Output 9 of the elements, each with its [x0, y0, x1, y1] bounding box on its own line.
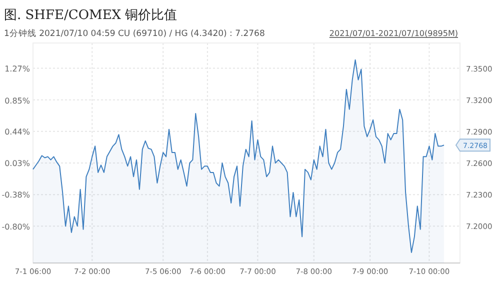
chart-title: 图. SHFE/COMEX 铜价比值: [4, 8, 178, 23]
y2-tick-label: -0.80%: [2, 222, 30, 232]
y2-tick-label: 1.27%: [4, 64, 30, 74]
text: 2021/07/01-2021/07/10(9895M): [329, 29, 458, 38]
y2-tick-label: 0.44%: [4, 128, 30, 137]
y2-tick-label: 0.03%: [4, 159, 30, 168]
y2-tick-label: -0.38%: [2, 190, 30, 200]
chart-subtitle: 1分钟线 2021/07/10 04:59 CU (69710) / HG (4.3420) : 7.2768: [4, 28, 265, 39]
y2-tick-label: 0.85%: [4, 96, 30, 106]
